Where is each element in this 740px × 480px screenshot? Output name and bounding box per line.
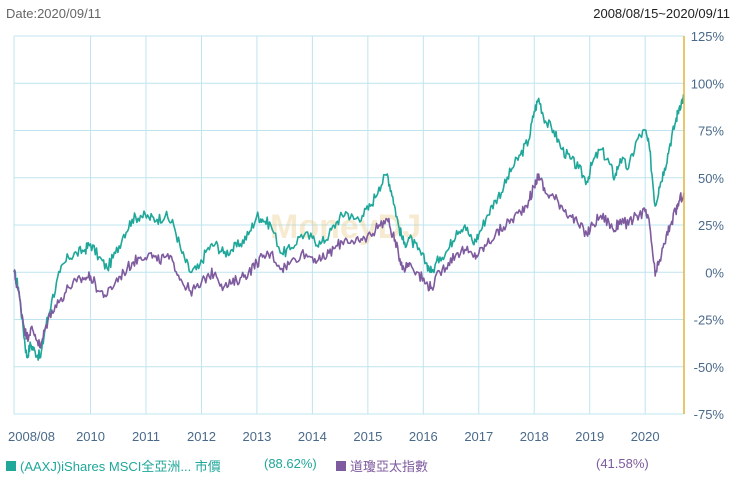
y-tick-label-8: -75% (694, 407, 725, 422)
legend-swatch-purple (336, 460, 346, 471)
y-tick-label-2: 75% (698, 124, 724, 139)
series-line-1 (13, 173, 685, 349)
x-tick-label-5: 2014 (298, 429, 327, 444)
legend-item-aaxj[interactable]: (AAXJ)iShares MSCI全亞洲... 市價 (6, 456, 225, 475)
y-tick-label-3: 50% (698, 171, 724, 186)
y-tick-label-5: 0% (705, 265, 724, 280)
legend-name-dowjones: 道瓊亞太指數 (350, 459, 429, 474)
legend-item-dowjones[interactable]: 道瓊亞太指數 (336, 456, 432, 475)
y-tick-label-1: 100% (691, 76, 725, 91)
x-axis-ticks: 2008/08 2010 2011 2012 2013 2014 2015 2016 2017 2… (8, 429, 660, 444)
series-layer (13, 94, 685, 361)
date-label: Date:2020/09/11 (6, 6, 102, 21)
series-line-0 (13, 94, 685, 361)
legend-value-aaxj: (88.62%) (264, 456, 317, 471)
legend: (AAXJ)iShares MSCI全亞洲... 市價 (88.62%) 道瓊亞… (6, 456, 734, 476)
legend-name-aaxj: (AAXJ)iShares MSCI全亞洲... 市價 (20, 459, 221, 474)
legend-value-dowjones: (41.58%) (596, 456, 649, 471)
y-tick-label-0: 125% (691, 29, 725, 44)
y-axis-ticks: 125% 100% 75% 50% 25% 0% -25% -50% -75% (691, 29, 725, 422)
x-tick-label-8: 2017 (464, 429, 493, 444)
x-tick-label-10: 2019 (575, 429, 604, 444)
x-tick-label-6: 2015 (353, 429, 382, 444)
x-tick-label-2: 2011 (132, 429, 160, 444)
x-tick-label-9: 2018 (520, 429, 549, 444)
x-tick-label-1: 2010 (76, 429, 105, 444)
y-tick-label-4: 25% (698, 218, 724, 233)
x-tick-label-3: 2012 (187, 429, 216, 444)
y-tick-label-6: -25% (694, 313, 725, 328)
y-tick-label-7: -50% (694, 360, 725, 375)
x-tick-label-11: 2020 (631, 429, 660, 444)
x-tick-label-0: 2008/08 (8, 429, 55, 444)
date-range-label: 2008/08/15~2020/09/11 (593, 6, 730, 21)
legend-swatch-teal (6, 460, 16, 471)
x-tick-label-7: 2016 (409, 429, 438, 444)
grid-lines (13, 35, 684, 415)
x-tick-label-4: 2013 (242, 429, 271, 444)
